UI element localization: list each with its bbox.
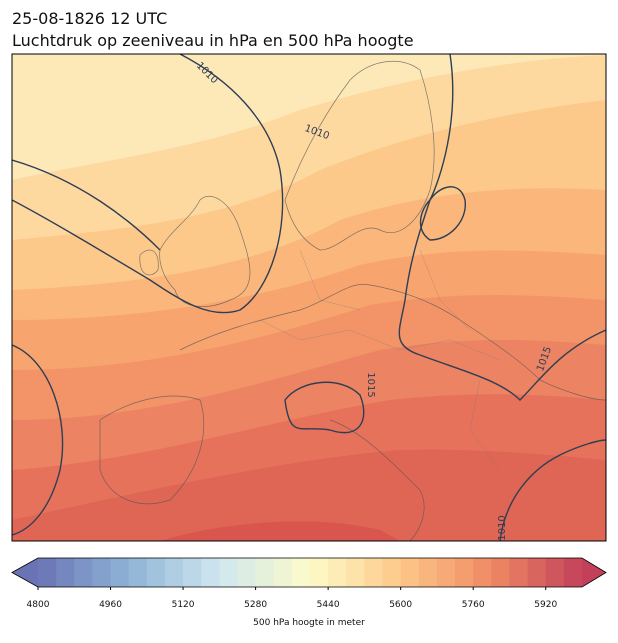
map — [12, 54, 606, 541]
contour-label: 1010 — [497, 515, 508, 540]
band — [12, 449, 606, 541]
coastline — [284, 60, 435, 251]
colorbar-tick-label: 5440 — [317, 600, 340, 610]
colorbar-tick-label: 5600 — [389, 600, 412, 610]
colorbar-cell — [563, 558, 583, 587]
coastline — [99, 395, 205, 504]
border — [259, 249, 501, 471]
colorbar-cell — [418, 558, 438, 587]
band — [160, 521, 400, 541]
colorbar-tick-label: 5120 — [172, 600, 195, 610]
colorbar-cell — [527, 558, 547, 587]
colorbar-cell — [74, 558, 93, 587]
isobar — [284, 381, 365, 434]
colorbar-cell — [473, 558, 492, 587]
isobar — [419, 186, 466, 241]
colorbar-cell — [56, 558, 75, 587]
colorbar-cell — [310, 558, 329, 587]
isobar — [12, 54, 284, 314]
isobar — [398, 54, 606, 401]
colorbar-cell — [455, 558, 474, 587]
coastline — [139, 249, 159, 276]
colorbar-tick-label: 4800 — [27, 600, 50, 610]
colorbar-cell — [328, 558, 347, 587]
colorbar-cell — [346, 558, 365, 587]
colorbar-tick-label: 4960 — [99, 600, 122, 610]
colorbar-cell — [237, 558, 257, 587]
colorbar-cell — [400, 558, 420, 587]
colorbar-tick-label: 5760 — [462, 600, 485, 610]
colorbar-cell — [273, 558, 293, 587]
colorbar-cell — [38, 558, 57, 587]
colorbar-cell — [436, 558, 456, 587]
colorbar-cell — [219, 558, 238, 587]
isobar — [499, 439, 606, 541]
contour-label: 1015 — [365, 372, 376, 397]
colorbar-cell — [491, 558, 510, 587]
coastline — [159, 195, 251, 307]
colorbar-cell — [146, 558, 166, 587]
coastline — [179, 283, 606, 401]
map-frame — [11, 53, 607, 542]
title-date: 25-08-1826 12 UTC — [12, 9, 167, 28]
colorbar-tick-label: 5920 — [534, 600, 557, 610]
colorbar-label: 500 hPa hoogte in meter — [253, 618, 365, 628]
isobar — [12, 159, 161, 251]
colorbar-cell — [110, 558, 130, 587]
colorbar-cell — [545, 558, 565, 587]
isobar — [12, 344, 64, 536]
colorbar-extend-low — [12, 558, 38, 587]
colorbar-cell — [92, 558, 112, 587]
colorbar-cell — [164, 558, 184, 587]
colorbar-tick-label: 5280 — [244, 600, 267, 610]
colorbar-cell — [183, 558, 202, 587]
colorbar-extend-high — [582, 558, 606, 587]
colorbar-cell — [364, 558, 384, 587]
colorbar-cell — [382, 558, 402, 587]
colorbar-cell — [291, 558, 311, 587]
colorbar-cell — [255, 558, 275, 587]
colorbar-cell — [201, 558, 220, 587]
colorbar-cell — [509, 558, 529, 587]
colorbar-cell — [128, 558, 148, 587]
title-description: Luchtdruk op zeeniveau in hPa en 500 hPa… — [12, 31, 414, 50]
